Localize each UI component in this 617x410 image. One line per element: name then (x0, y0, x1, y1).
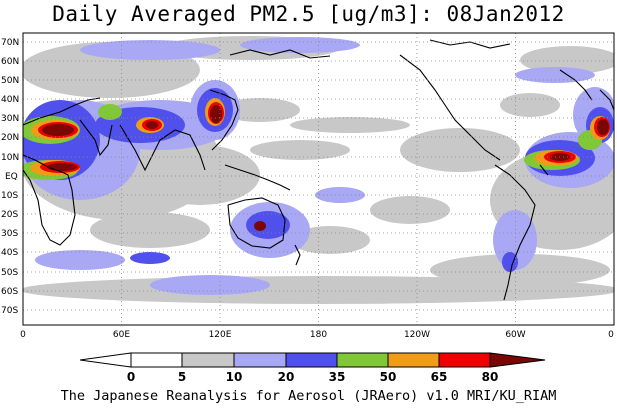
lat-label: 30N (1, 114, 19, 124)
colorbar-label: 5 (178, 370, 186, 384)
map-field (23, 33, 614, 325)
lat-label: 10S (1, 191, 18, 201)
colorbar-label: 65 (431, 370, 448, 384)
lat-label: 30S (1, 229, 18, 239)
lat-label: 40S (1, 248, 18, 258)
lon-label: 120E (209, 330, 232, 340)
footer-credit: The Japanese Reanalysis for Aerosol (JRA… (60, 388, 557, 404)
lat-label: 60S (1, 287, 18, 297)
colorbar-label: 80 (482, 370, 499, 384)
map-title: Daily Averaged PM2.5 [ug/m3]: 08Jan2012 (52, 2, 565, 26)
colorbar-segment (336, 352, 389, 368)
colorbar-segment (130, 352, 183, 368)
colorbar-segment (181, 352, 235, 368)
lat-label: 50S (1, 268, 18, 278)
longitude-axis: 0 60E 120E 180 120W 60W 0 (20, 330, 614, 340)
map-frame (22, 32, 615, 326)
lat-label: EQ (5, 172, 18, 182)
lon-label: 60W (505, 330, 525, 340)
colorbar-labels: 0 5 10 20 35 50 65 80 (127, 370, 499, 384)
colorbar-segment (233, 352, 287, 368)
lat-label: 70N (1, 38, 19, 48)
lon-label: 0 (20, 330, 26, 340)
colorbar-segment (387, 352, 440, 368)
colorbar-label: 10 (226, 370, 243, 384)
colorbar-segment (285, 352, 338, 368)
lon-label: 180 (310, 330, 327, 340)
lat-label: 60N (1, 57, 19, 67)
colorbar-segment (79, 352, 132, 368)
colorbar-label: 0 (127, 370, 135, 384)
lat-label: 50N (1, 76, 19, 86)
gridlines (23, 33, 614, 325)
colorbar (79, 352, 546, 368)
lat-label: 20N (1, 133, 19, 143)
lon-label: 120W (404, 330, 430, 340)
colorbar-segment (489, 352, 546, 368)
lat-label: 20S (1, 210, 18, 220)
colorbar-label: 35 (329, 370, 346, 384)
lon-label: 60E (113, 330, 130, 340)
coastlines (23, 39, 614, 301)
colorbar-label: 20 (278, 370, 295, 384)
lat-label: 40N (1, 95, 19, 105)
latitude-axis: 70N 60N 50N 40N 30N 20N 10N EQ 10S 20S 3… (1, 38, 19, 316)
lon-label: 0 (608, 330, 614, 340)
colorbar-label: 50 (380, 370, 397, 384)
lat-label: 10N (1, 153, 19, 163)
colorbar-segment (438, 352, 491, 368)
lat-label: 70S (1, 306, 18, 316)
